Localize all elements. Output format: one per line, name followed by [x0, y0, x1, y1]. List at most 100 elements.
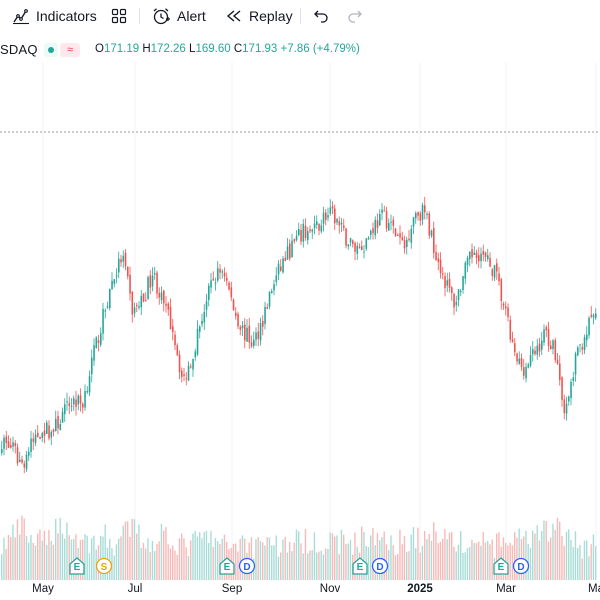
candle-body: [185, 378, 188, 380]
event-marker-earnings[interactable]: E: [69, 557, 85, 575]
candle-body: [226, 277, 228, 281]
candle-body: [311, 229, 314, 232]
x-tick-label: Sep: [221, 583, 243, 595]
volume-bar: [401, 544, 403, 580]
candle-body: [559, 363, 561, 380]
volume-bar: [214, 538, 217, 580]
candle-body: [282, 258, 284, 273]
candle-body: [325, 212, 327, 221]
volume-bar: [457, 544, 460, 580]
volume-bar: [104, 524, 106, 580]
candle-body: [109, 289, 111, 309]
volume-bar: [415, 548, 417, 580]
event-marker-dividend[interactable]: D: [371, 557, 389, 575]
candle-body: [338, 221, 341, 226]
symbol-name[interactable]: SDAQ: [0, 42, 38, 57]
currency-badge: ≈: [60, 43, 80, 57]
event-marker-label: D: [243, 562, 250, 573]
volume-bar: [68, 535, 70, 580]
candle-body: [455, 301, 458, 306]
volume-bar: [255, 539, 257, 580]
volume-bar: [325, 548, 327, 580]
volume-bar: [205, 530, 208, 580]
volume-bar: [455, 551, 457, 580]
indicators-button[interactable]: Indicators: [12, 0, 97, 32]
volume-bar: [275, 535, 277, 580]
candle-body: [221, 271, 224, 273]
candle-body: [336, 218, 338, 223]
redo-button[interactable]: [346, 0, 364, 32]
candle-body: [345, 228, 347, 246]
candle-body: [347, 244, 350, 247]
candle-body: [255, 332, 257, 340]
candle-body: [365, 238, 368, 249]
event-marker-earnings[interactable]: E: [493, 557, 509, 575]
volume-bar: [199, 532, 201, 580]
volume-bar: [59, 517, 61, 580]
candle-body: [203, 311, 206, 323]
volume-bar: [5, 548, 7, 580]
rewind-icon: [225, 7, 243, 25]
volume-bar: [178, 538, 181, 580]
candle-body: [334, 208, 336, 224]
candle-body: [194, 351, 197, 358]
candle-body: [277, 263, 280, 275]
x-tick-label: Mar: [496, 583, 516, 595]
volume-bar: [363, 531, 365, 580]
event-marker-split[interactable]: S: [95, 557, 113, 575]
candle-body: [61, 411, 64, 423]
layouts-button[interactable]: [110, 0, 128, 32]
candle-body: [23, 463, 26, 468]
volume-bar: [471, 539, 473, 580]
candle-body: [320, 225, 323, 232]
event-marker-dividend[interactable]: D: [238, 557, 256, 575]
volume-bar: [511, 545, 514, 580]
market-status-dot: [48, 47, 54, 53]
candle-body: [388, 223, 390, 231]
candle-body: [68, 402, 71, 407]
volume-bar: [138, 524, 140, 580]
replay-button[interactable]: Replay: [225, 0, 293, 32]
candle-body: [583, 337, 586, 350]
candle-body: [28, 451, 30, 456]
volume-bar: [563, 545, 565, 580]
event-marker-earnings[interactable]: E: [352, 557, 368, 575]
alert-label: Alert: [177, 8, 206, 24]
volume-bar: [39, 529, 41, 580]
toolbar-divider: [139, 8, 140, 24]
event-marker-label: E: [498, 562, 505, 573]
volume-bar: [237, 551, 239, 580]
event-marker-earnings[interactable]: E: [219, 557, 235, 575]
volume-bar: [309, 550, 311, 580]
undo-button[interactable]: [312, 0, 330, 32]
volume-bar: [223, 534, 226, 580]
candle-body: [73, 398, 75, 405]
toolbar-divider: [300, 8, 301, 24]
candle-body: [349, 238, 352, 243]
event-marker-dividend[interactable]: D: [512, 557, 530, 575]
volume-bar: [3, 537, 5, 580]
volume-bar: [82, 539, 84, 580]
candle-body: [19, 459, 21, 462]
time-axis[interactable]: May Jul Sep Nov 2025 Mar Ma: [0, 580, 600, 600]
event-marker-label: D: [376, 562, 383, 573]
volume-bar: [394, 555, 397, 580]
candle-body: [39, 437, 41, 439]
volume-bar: [595, 546, 597, 580]
volume-bar: [34, 545, 37, 580]
volume-bar: [203, 532, 205, 580]
indicators-label: Indicators: [36, 8, 97, 24]
volume-bar: [187, 556, 190, 580]
candle-body: [482, 250, 485, 255]
candle-body: [34, 434, 37, 444]
volume-bar: [570, 539, 572, 580]
alert-button[interactable]: Alert: [151, 0, 206, 32]
volume-bar: [75, 534, 77, 580]
candle-body: [475, 252, 478, 258]
volume-bar: [478, 541, 480, 580]
candle-body: [543, 329, 545, 343]
redo-icon: [346, 7, 364, 25]
candle-body: [453, 293, 455, 308]
